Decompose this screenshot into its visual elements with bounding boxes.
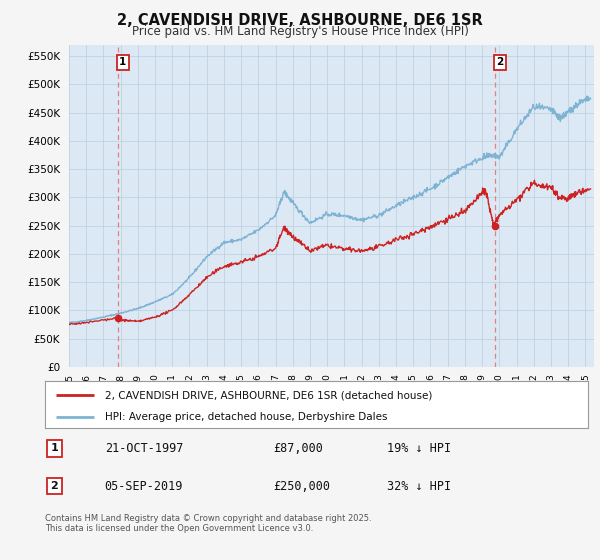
Text: HPI: Average price, detached house, Derbyshire Dales: HPI: Average price, detached house, Derb…	[105, 412, 387, 422]
Text: Contains HM Land Registry data © Crown copyright and database right 2025.
This d: Contains HM Land Registry data © Crown c…	[45, 514, 371, 534]
Text: 2, CAVENDISH DRIVE, ASHBOURNE, DE6 1SR (detached house): 2, CAVENDISH DRIVE, ASHBOURNE, DE6 1SR (…	[105, 390, 432, 400]
Text: £87,000: £87,000	[273, 442, 323, 455]
Text: 05-SEP-2019: 05-SEP-2019	[105, 479, 183, 493]
Text: 21-OCT-1997: 21-OCT-1997	[105, 442, 183, 455]
Text: £250,000: £250,000	[273, 479, 330, 493]
Text: 2, CAVENDISH DRIVE, ASHBOURNE, DE6 1SR: 2, CAVENDISH DRIVE, ASHBOURNE, DE6 1SR	[117, 13, 483, 28]
Text: 1: 1	[50, 444, 58, 454]
Text: 2: 2	[50, 481, 58, 491]
Text: Price paid vs. HM Land Registry's House Price Index (HPI): Price paid vs. HM Land Registry's House …	[131, 25, 469, 38]
Text: 2: 2	[496, 57, 503, 67]
Text: 19% ↓ HPI: 19% ↓ HPI	[387, 442, 451, 455]
Text: 32% ↓ HPI: 32% ↓ HPI	[387, 479, 451, 493]
Text: 1: 1	[119, 57, 127, 67]
